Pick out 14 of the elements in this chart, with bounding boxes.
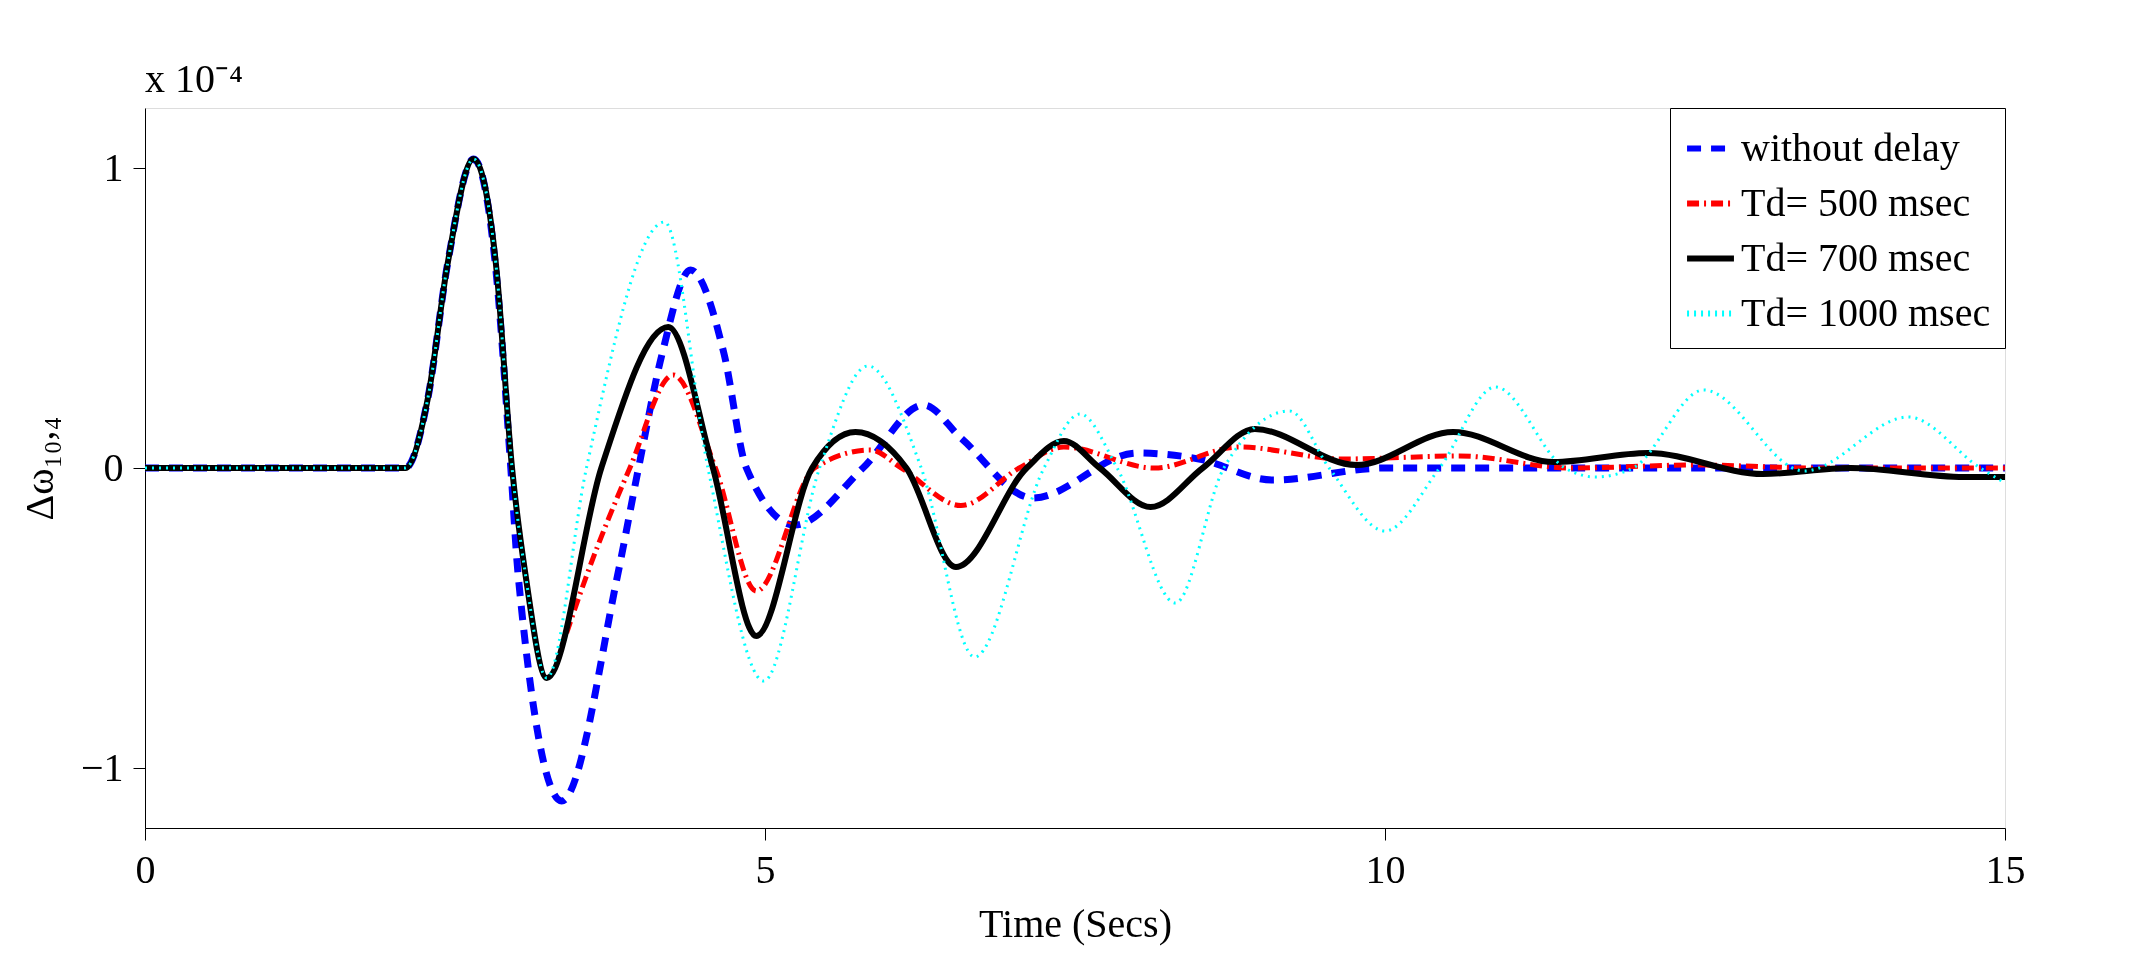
text: x 10⁻⁴ (145, 56, 243, 101)
legend-label: Td= 1000 msec (1741, 289, 1991, 335)
y-tick-label: −1 (80, 744, 124, 790)
y-tick-label: 1 (103, 144, 124, 190)
x-tick-label: 0 (135, 846, 156, 892)
y-axis-title: Δω₁₀,₄ (16, 416, 62, 521)
x-tick-label: 15 (1985, 846, 2026, 892)
x-axis-title: Time (Secs) (979, 900, 1172, 946)
legend-label: without delay (1741, 124, 1960, 170)
legend-label: Td= 700 msec (1741, 234, 1971, 280)
y-tick-label: 0 (103, 444, 124, 490)
x-tick-label: 10 (1365, 846, 1406, 892)
legend-label: Td= 500 msec (1741, 179, 1971, 225)
x-tick-label: 5 (755, 846, 776, 892)
